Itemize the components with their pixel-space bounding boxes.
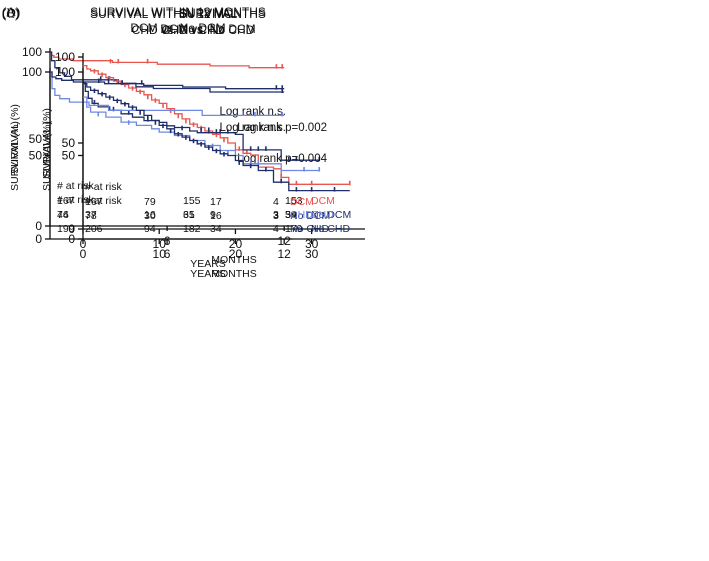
risk-value: 206	[85, 223, 103, 235]
risk-value: 167	[85, 196, 103, 208]
panel-label: (B)	[2, 5, 19, 20]
chart-title: SURVIVAL	[179, 7, 238, 21]
risk-value: 17	[210, 196, 222, 208]
survival-curve-no-dcm	[50, 51, 285, 93]
risk-value: 153	[285, 195, 303, 207]
log-rank-annotation: Log rank n.s.	[220, 122, 286, 134]
chart-title: SURVIVAL WITHIN 12 MONTHS	[90, 5, 266, 19]
risk-value: 4	[273, 223, 279, 235]
risk-value: 30	[144, 210, 156, 222]
risk-value: 155	[183, 195, 201, 207]
log-rank-annotation: Log rank p=0.004	[237, 153, 327, 165]
risk-value: 94	[144, 223, 156, 235]
x-tick-label: 20	[229, 247, 243, 261]
x-tick-label: 10	[153, 247, 167, 261]
panel-label: (A)	[2, 4, 20, 19]
survival-curve-dcm	[50, 51, 285, 69]
x-axis-label: YEARS	[190, 268, 226, 280]
risk-value: 35	[183, 209, 195, 221]
risk-value: 34	[285, 209, 297, 221]
y-tick-label: 0	[35, 232, 42, 246]
legend-label: No DCM	[311, 209, 351, 221]
panel-label: (C)	[2, 6, 19, 21]
legend-label: No DCM	[290, 210, 330, 222]
chart-subtitle: CHD vs. No CHD	[132, 23, 225, 37]
risk-value: 9	[210, 209, 216, 221]
x-tick-label: 12	[278, 247, 292, 261]
x-tick-label: 0	[80, 247, 87, 261]
risk-table-header: # at risk	[57, 194, 95, 206]
risk-value: 34	[210, 223, 222, 235]
chart-title: SURVIVAL	[179, 6, 238, 20]
legend-label: DCM	[290, 196, 314, 208]
risk-value: 59	[285, 209, 297, 221]
y-tick-label: 100	[55, 65, 75, 79]
risk-value: 61	[183, 209, 195, 221]
risk-value: 16	[210, 210, 222, 222]
risk-value: 16	[144, 209, 156, 221]
risk-value: 3	[273, 210, 279, 222]
survival-curve-no-chd	[50, 71, 285, 90]
chart-subtitle: DCM vs. No DCM	[130, 21, 225, 35]
chart-subtitle: CHD vs. No CHD	[162, 23, 255, 37]
y-tick-label: 0	[68, 222, 75, 236]
risk-value: 182	[183, 223, 201, 235]
x-axis-label: YEARS	[190, 258, 226, 270]
survival-curve-dcm	[83, 64, 350, 185]
y-tick-label: 100	[22, 45, 42, 59]
risk-table-header: # at risk	[57, 180, 95, 192]
panel-label: (D)	[2, 5, 20, 20]
x-axis-label: MONTHS	[211, 268, 257, 280]
x-tick-label: 30	[305, 247, 319, 261]
survival-curve-chd	[50, 71, 285, 117]
x-axis-label: MONTHS	[211, 254, 257, 266]
y-tick-label: 50	[62, 149, 76, 163]
risk-value: 37	[85, 209, 97, 221]
risk-value: 167	[57, 195, 75, 207]
y-tick-label: 50	[62, 136, 76, 150]
risk-value: 76	[57, 209, 69, 221]
y-tick-label: 0	[35, 219, 42, 233]
risk-value: 3	[273, 209, 279, 221]
survival-chart-c: (C) SURVIVAL WITHIN 12 MONTHS CHD vs. No C…	[2, 6, 351, 280]
log-rank-annotation: Log rank p=0.002	[237, 122, 327, 134]
chart-subtitle: DCM vs. No DCM	[160, 22, 255, 36]
log-rank-annotation: Log rank n.s.	[220, 106, 286, 118]
y-axis-label: SURVIVAL (%)	[9, 121, 21, 191]
risk-table-header: # at risk	[85, 195, 123, 207]
risk-value: 44	[57, 209, 69, 221]
risk-value: 78	[85, 210, 97, 222]
y-axis-label: SURVIVAL (%)	[41, 121, 53, 191]
legend-label: CHD	[311, 209, 334, 221]
chart-title: SURVIVAL WITHIN 12 MONTHS	[90, 7, 266, 21]
risk-value: 4	[273, 196, 279, 208]
legend-label: No CHD	[311, 223, 351, 235]
risk-value: 79	[144, 196, 156, 208]
y-tick-label: 100	[22, 65, 42, 79]
x-tick-label: 6	[164, 247, 171, 261]
legend-label: DCM	[311, 195, 335, 207]
risk-value: 199	[57, 223, 75, 235]
y-tick-label: 0	[68, 232, 75, 246]
y-tick-label: 50	[29, 149, 43, 163]
y-tick-label: 50	[29, 132, 43, 146]
survival-curve-chd	[83, 96, 320, 172]
legend-label: No CHD	[290, 223, 330, 235]
legend-label: CHD	[290, 209, 313, 221]
risk-value: 179	[285, 223, 303, 235]
risk-table-header: # at risk	[85, 181, 123, 193]
y-axis-label: SURVIVAL (%)	[9, 104, 21, 174]
y-tick-label: 100	[55, 50, 75, 64]
